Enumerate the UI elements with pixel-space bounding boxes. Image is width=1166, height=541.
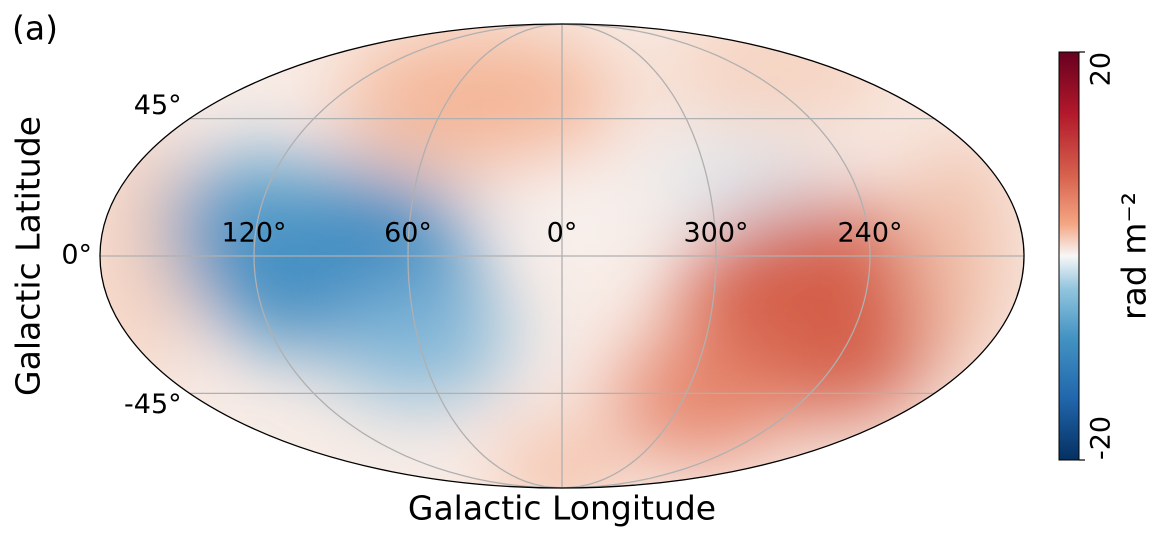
y-tick-label: -45°	[124, 389, 182, 420]
colorbar-tick-label: 20	[1086, 52, 1117, 86]
x-tick-label: 300°	[683, 218, 748, 249]
x-tick-label: 60°	[384, 218, 432, 249]
y-tick-label: 0°	[61, 240, 92, 271]
colorbar	[1058, 51, 1080, 461]
x-tick-label: 120°	[221, 218, 286, 249]
y-tick-label: 45°	[134, 90, 182, 121]
x-axis-label: Galactic Longitude	[408, 489, 716, 528]
y-axis-label: Galactic Latitude	[9, 116, 48, 396]
x-tick-label: 240°	[837, 218, 902, 249]
map-border	[99, 23, 1025, 489]
panel-label: (a)	[12, 9, 58, 48]
colorbar-label: rad m⁻²	[1115, 192, 1154, 320]
sky-map	[100, 24, 1024, 488]
colorbar-tick-label: -20	[1086, 416, 1117, 460]
x-tick-label: 0°	[547, 218, 578, 249]
